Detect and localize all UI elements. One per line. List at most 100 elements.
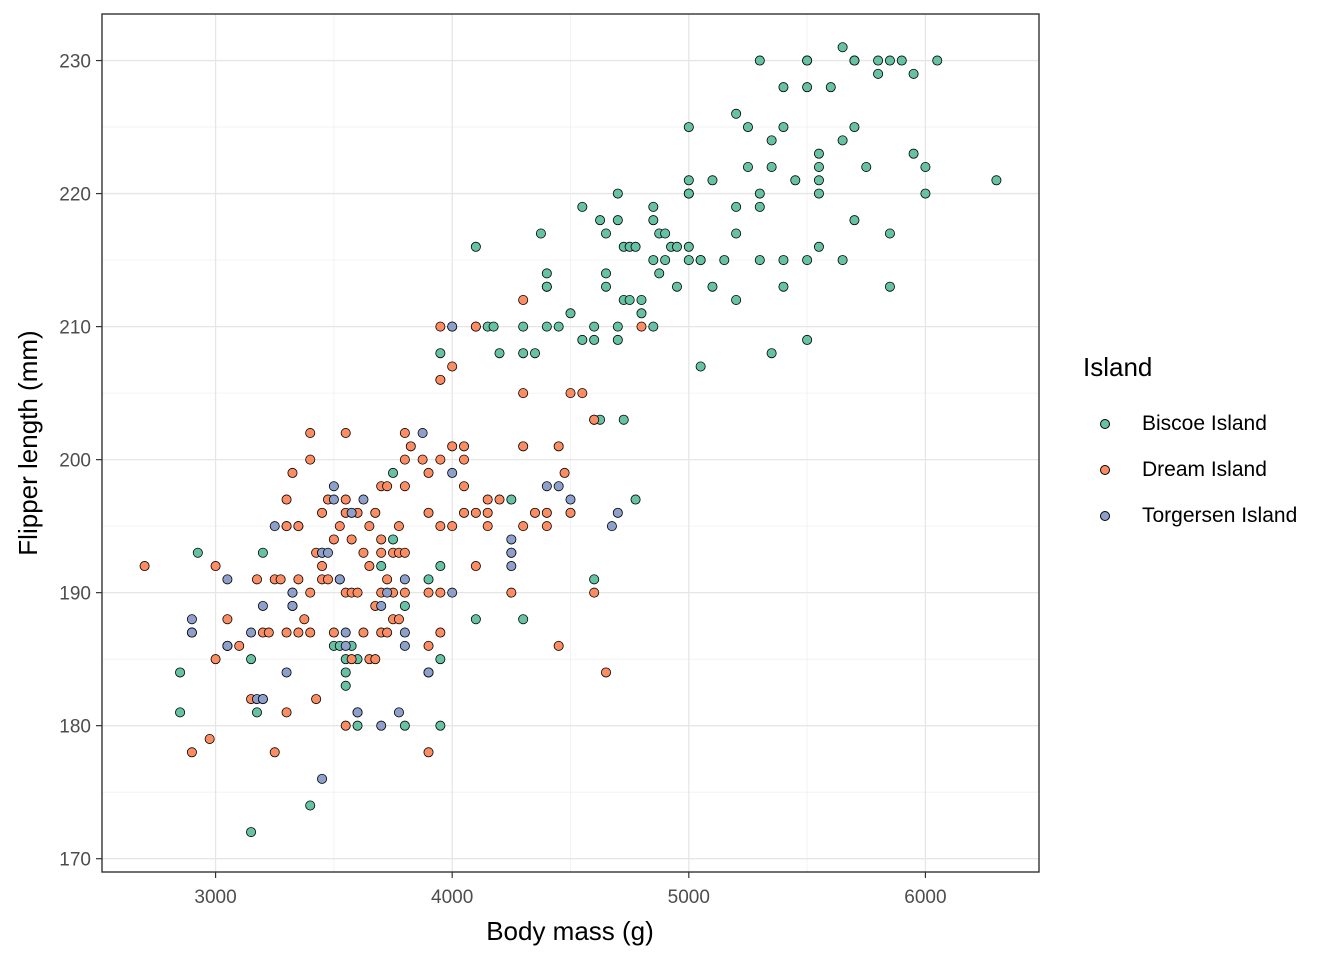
x-tick-label: 6000 [904, 887, 946, 908]
point-dream [518, 294, 529, 305]
point-torgersen [417, 428, 428, 439]
point-biscoe [246, 827, 257, 838]
point-biscoe [192, 547, 203, 558]
point-biscoe [388, 467, 399, 478]
point-biscoe [488, 321, 499, 332]
point-dream [447, 361, 458, 372]
point-torgersen [399, 627, 410, 638]
point-biscoe [251, 707, 262, 718]
point-biscoe [246, 654, 257, 665]
y-tick-label: 210 [59, 318, 91, 339]
point-biscoe [423, 574, 434, 585]
point-biscoe [813, 161, 824, 172]
point-torgersen [399, 574, 410, 585]
x-tick-label: 3000 [194, 887, 236, 908]
point-biscoe [683, 175, 694, 186]
point-dream [636, 321, 647, 332]
point-biscoe [802, 334, 813, 345]
point-dream [393, 521, 404, 532]
point-dream [281, 521, 292, 532]
point-dream [423, 507, 434, 518]
point-torgersen [222, 640, 233, 651]
point-biscoe [707, 175, 718, 186]
point-dream [222, 614, 233, 625]
point-biscoe [754, 188, 765, 199]
point-biscoe [731, 228, 742, 239]
point-torgersen [257, 694, 268, 705]
point-torgersen [376, 600, 387, 611]
point-biscoe [849, 55, 860, 66]
point-dream [559, 467, 570, 478]
point-dream [459, 481, 470, 492]
point-biscoe [884, 281, 895, 292]
point-biscoe [612, 321, 623, 332]
legend-swatch-dream [1100, 465, 1110, 475]
point-dream [447, 521, 458, 532]
point-biscoe [435, 654, 446, 665]
y-tick-label: 230 [59, 52, 91, 73]
point-biscoe [896, 55, 907, 66]
point-dream [518, 441, 529, 452]
point-dream [293, 574, 304, 585]
point-torgersen [382, 587, 393, 598]
point-dream [358, 547, 369, 558]
point-biscoe [932, 55, 943, 66]
point-torgersen [246, 627, 257, 638]
point-dream [553, 441, 564, 452]
point-dream [565, 388, 576, 399]
point-torgersen [506, 547, 517, 558]
point-biscoe [766, 161, 777, 172]
x-axis-label: Body mass (g) [486, 916, 654, 946]
y-axis-label: Flipper length (mm) [13, 330, 43, 555]
point-biscoe [541, 321, 552, 332]
point-torgersen [393, 707, 404, 718]
point-dream [328, 627, 339, 638]
point-torgersen [447, 467, 458, 478]
point-biscoe [766, 348, 777, 359]
point-dream [435, 587, 446, 598]
point-biscoe [683, 255, 694, 266]
point-dream [305, 428, 316, 439]
point-biscoe [648, 215, 659, 226]
point-biscoe [600, 281, 611, 292]
point-biscoe [589, 321, 600, 332]
point-biscoe [654, 268, 665, 279]
point-biscoe [802, 255, 813, 266]
point-biscoe [849, 215, 860, 226]
point-dream [405, 441, 416, 452]
point-dream [281, 627, 292, 638]
y-tick-label: 190 [59, 584, 91, 605]
point-torgersen [340, 640, 351, 651]
point-biscoe [435, 561, 446, 572]
point-biscoe [494, 348, 505, 359]
point-torgersen [328, 481, 339, 492]
point-biscoe [884, 228, 895, 239]
point-biscoe [731, 294, 742, 305]
legend-label-torgersen: Torgersen Island [1142, 504, 1298, 527]
grid-minor [102, 14, 1039, 872]
point-biscoe [600, 268, 611, 279]
point-dream [317, 507, 328, 518]
point-dream [204, 733, 215, 744]
point-torgersen [346, 507, 357, 518]
data-points [139, 42, 1002, 838]
point-torgersen [269, 521, 280, 532]
point-biscoe [660, 255, 671, 266]
point-dream [399, 547, 410, 558]
point-biscoe [648, 321, 659, 332]
point-dream [518, 388, 529, 399]
point-torgersen [506, 561, 517, 572]
point-dream [234, 640, 245, 651]
point-dream [281, 494, 292, 505]
point-dream [435, 374, 446, 385]
point-dream [470, 507, 481, 518]
point-biscoe [624, 294, 635, 305]
point-dream [269, 747, 280, 758]
legend-item-dream: Dream Island [1083, 447, 1297, 493]
point-torgersen [612, 507, 623, 518]
point-dream [186, 747, 197, 758]
point-biscoe [849, 122, 860, 133]
x-tick-label: 4000 [431, 887, 473, 908]
point-dream [435, 321, 446, 332]
point-torgersen [317, 773, 328, 784]
